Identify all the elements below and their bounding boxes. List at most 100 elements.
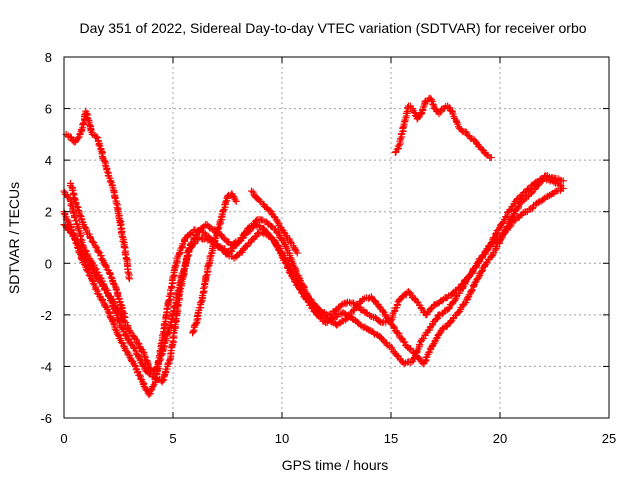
y-tick-label: -4 — [40, 359, 52, 374]
data-point — [106, 177, 114, 185]
data-point — [78, 241, 86, 249]
data-point — [121, 313, 129, 321]
data-point — [267, 222, 275, 230]
data-point — [399, 123, 407, 131]
data-point — [443, 294, 451, 302]
series-track-6 — [189, 190, 240, 337]
data-point — [126, 327, 134, 335]
data-point — [432, 315, 440, 323]
data-point — [222, 198, 230, 206]
data-point — [118, 339, 126, 347]
data-point — [202, 272, 210, 280]
data-point — [553, 187, 561, 195]
data-point — [120, 243, 128, 251]
data-point — [72, 217, 80, 225]
data-point — [293, 249, 301, 257]
data-point — [159, 376, 167, 384]
data-point — [121, 251, 129, 259]
data-point — [119, 237, 127, 245]
data-point — [77, 125, 85, 133]
data-point — [476, 257, 484, 265]
data-point — [100, 299, 108, 307]
data-point — [193, 312, 201, 320]
data-point — [73, 203, 81, 211]
data-point — [123, 347, 131, 355]
y-axis-label: SDTVAR / TECUs — [6, 182, 22, 294]
data-point — [478, 267, 486, 275]
y-tick-label: 0 — [45, 256, 52, 271]
y-tick-label: 8 — [45, 50, 52, 65]
data-point — [96, 274, 104, 282]
data-point — [74, 206, 82, 214]
data-point — [357, 305, 365, 313]
series-track-3 — [60, 172, 567, 386]
data-point — [556, 176, 564, 184]
data-point — [81, 246, 89, 254]
data-point — [291, 263, 299, 271]
data-point — [475, 273, 483, 281]
data-point — [114, 210, 122, 218]
data-point — [145, 391, 153, 399]
data-point — [102, 302, 110, 310]
data-point — [559, 177, 567, 185]
data-point — [262, 229, 270, 237]
y-tick-label: 6 — [45, 102, 52, 117]
data-point — [88, 237, 96, 245]
data-point — [398, 334, 406, 342]
data-point — [235, 238, 243, 246]
data-point — [410, 108, 418, 116]
series-track-5 — [66, 179, 129, 321]
x-tick-label: 0 — [60, 431, 67, 446]
data-point — [192, 320, 200, 328]
data-point — [266, 206, 274, 214]
data-point — [94, 248, 102, 256]
data-point — [509, 211, 517, 219]
data-point — [443, 323, 451, 331]
data-point — [492, 230, 500, 238]
data-point — [559, 185, 567, 193]
data-point — [482, 259, 490, 267]
data-point — [169, 333, 177, 341]
series-track-4 — [62, 107, 133, 283]
data-point — [271, 237, 279, 245]
y-tick-label: -2 — [40, 308, 52, 323]
data-point — [84, 267, 92, 275]
data-point — [117, 301, 125, 309]
data-point — [230, 239, 238, 247]
data-point — [544, 192, 552, 200]
data-point — [92, 243, 100, 251]
data-point — [378, 334, 386, 342]
data-point — [216, 217, 224, 225]
data-point — [141, 352, 149, 360]
x-tick-label: 10 — [275, 431, 289, 446]
data-point — [120, 343, 128, 351]
data-point — [488, 252, 496, 260]
data-point — [140, 382, 148, 390]
data-point — [274, 218, 282, 226]
x-tick-label: 20 — [493, 431, 507, 446]
data-point — [204, 261, 212, 269]
data-point — [125, 273, 133, 281]
series-track-8 — [391, 94, 495, 162]
data-point — [328, 318, 336, 326]
data-point — [417, 338, 425, 346]
data-point — [119, 309, 127, 317]
data-point — [224, 192, 231, 200]
data-point — [87, 127, 95, 135]
data-point — [76, 212, 84, 220]
data-point — [159, 346, 167, 354]
data-point — [74, 134, 82, 142]
data-point — [79, 121, 87, 129]
data-point — [115, 316, 122, 324]
data-point — [189, 328, 197, 336]
data-point — [95, 141, 103, 149]
data-point — [401, 338, 409, 346]
data-point — [497, 235, 505, 243]
data-point — [451, 296, 459, 304]
data-point — [71, 214, 79, 222]
data-point — [147, 386, 155, 394]
data-point — [99, 155, 107, 163]
x-tick-label: 25 — [602, 431, 616, 446]
data-point — [178, 276, 186, 284]
